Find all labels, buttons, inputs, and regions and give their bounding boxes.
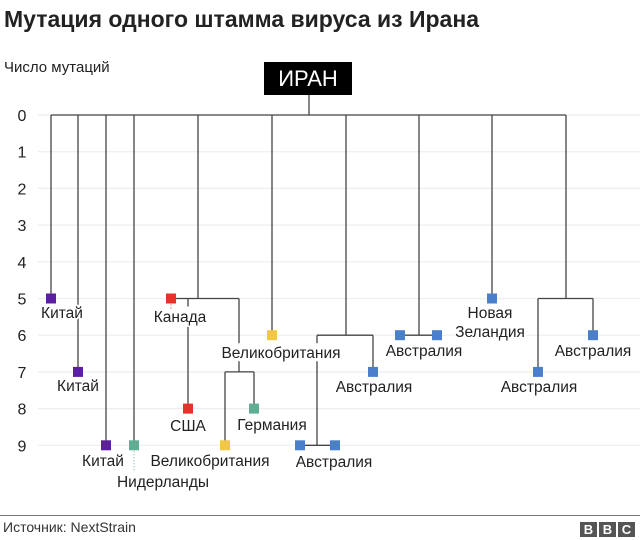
- leaf-label: Австралия: [336, 379, 413, 396]
- leaf-marker-australia: [533, 366, 543, 377]
- leaf-label: Китай: [41, 305, 83, 322]
- leaf-marker-uk: [267, 330, 277, 341]
- y-tick-label: 3: [18, 218, 27, 235]
- y-tick-label: 6: [18, 328, 27, 345]
- leaf-marker-australia: [395, 330, 405, 341]
- leaf-label: США: [170, 418, 206, 435]
- leaf-label: Великобритания: [221, 345, 340, 362]
- leaf-marker-canada_usa: [183, 403, 193, 414]
- leaf-label: Германия: [237, 417, 307, 434]
- bbc-logo-b1: B: [580, 522, 597, 537]
- y-tick-label: 5: [18, 292, 27, 309]
- leaf-label: Зеландия: [455, 324, 525, 341]
- leaf-marker-australia: [330, 440, 340, 451]
- y-tick-label: 8: [18, 402, 27, 419]
- axis-title: Число мутаций: [4, 59, 110, 76]
- leaf-label: Австралия: [555, 343, 632, 360]
- leaf-label: Великобритания: [150, 453, 269, 470]
- y-tick-label: 4: [18, 255, 27, 272]
- leaf-label: Нидерланды: [117, 474, 209, 491]
- root-node-iran: ИРАН: [264, 62, 352, 95]
- y-tick-label: 2: [18, 181, 27, 198]
- source-text: Источник: NextStrain: [3, 519, 136, 535]
- leaf-label: Австралия: [501, 379, 578, 396]
- leaf-marker-uk: [220, 440, 230, 451]
- leaf-marker-australia: [368, 366, 378, 377]
- leaf-label: Канада: [154, 309, 207, 326]
- bbc-logo-b2: B: [599, 522, 616, 537]
- leaf-label: Австралия: [386, 343, 463, 360]
- y-tick-label: 7: [18, 365, 27, 382]
- phylogenetic-tree: 0 1 2 3 4 5 6 7 8 9 Китай Китай Китай Нидерланды Канад…: [18, 95, 640, 493]
- y-tick-label: 0: [18, 108, 27, 125]
- leaf-marker-australia: [432, 330, 442, 341]
- leaf-marker-canada_usa: [166, 293, 176, 304]
- leaf-marker-australia: [588, 330, 598, 341]
- bbc-logo: B B C: [580, 522, 635, 537]
- leaf-marker-australia: [487, 293, 497, 304]
- leaf-label: Китай: [57, 378, 99, 395]
- leaf-marker-china: [73, 366, 83, 377]
- leaf-marker-europe: [249, 403, 259, 414]
- footer-divider: [0, 515, 640, 516]
- bbc-logo-c: C: [618, 522, 635, 537]
- y-tick-label: 1: [18, 145, 27, 162]
- leaf-marker-china: [46, 293, 56, 304]
- y-tick-label: 9: [18, 438, 27, 455]
- leaf-marker-europe: [129, 440, 139, 451]
- leaf-label: Новая: [468, 305, 513, 322]
- chart-title: Мутация одного штамма вируса из Ирана: [4, 6, 480, 32]
- leaf-marker-china: [101, 440, 111, 451]
- leaf-label: Австралия: [296, 454, 373, 471]
- leaf-marker-australia: [295, 440, 305, 451]
- leaf-label: Китай: [82, 453, 124, 470]
